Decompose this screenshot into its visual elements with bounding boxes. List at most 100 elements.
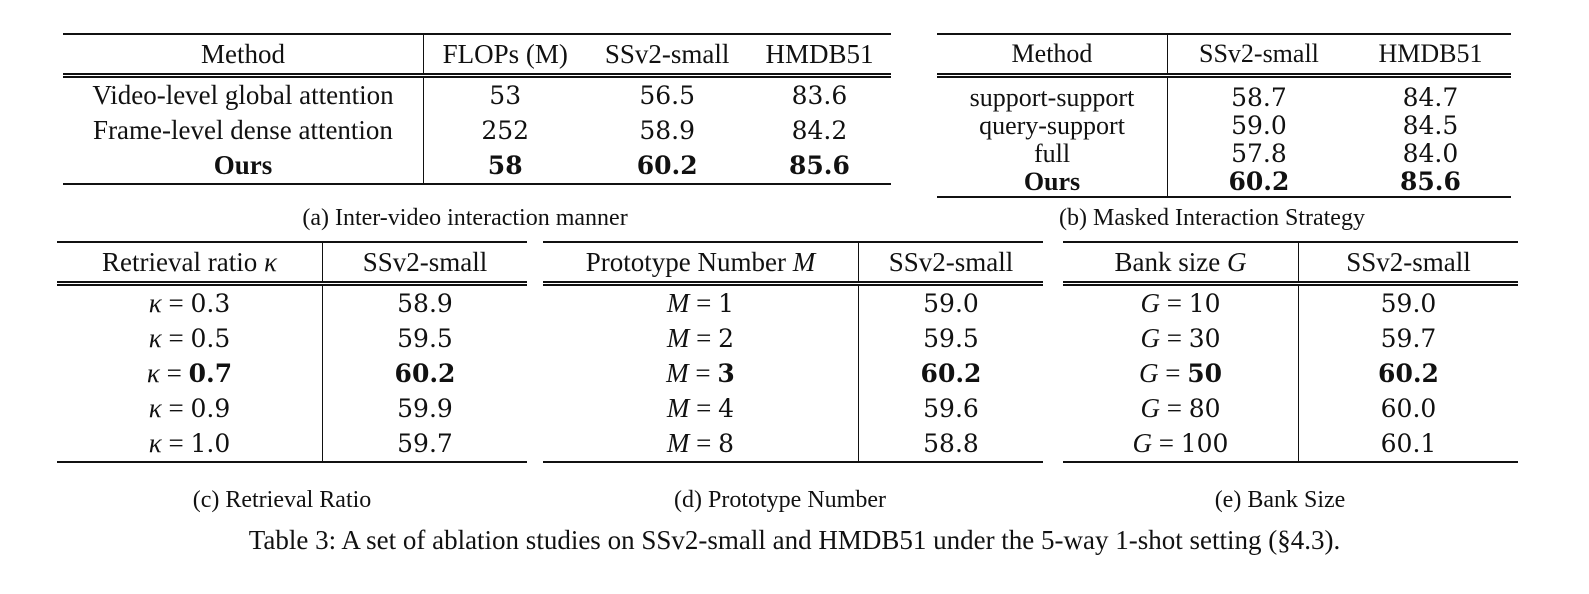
param-cell: G = 10 [1063, 283, 1299, 321]
param-symbol: M [666, 393, 690, 423]
table-row: G = 10 59.0 [1063, 283, 1518, 321]
param-value: 0.9 [190, 394, 231, 423]
table-header-row: Method FLOPs (M) SSv2-small HMDB51 [63, 33, 891, 78]
header-hmdb51: HMDB51 [747, 33, 891, 78]
value-cell: 59.6 [923, 394, 979, 423]
table-masked-interaction: Method SSv2-small HMDB51 support-support… [937, 33, 1511, 198]
value-cell: 58 [423, 148, 587, 185]
equals-sign: = [689, 428, 719, 458]
equals-sign: = [1159, 323, 1189, 353]
value-cell: 84.7 [1402, 83, 1459, 112]
method-cell: Frame-level dense attention [63, 113, 424, 148]
value-cell: 84.2 [791, 116, 848, 145]
param-cell: M = 2 [543, 321, 859, 356]
param-symbol: κ [148, 393, 162, 423]
equals-sign: = [689, 323, 719, 353]
header-ssv2: SSv2-small [858, 241, 1043, 286]
value-cell: 58.8 [858, 426, 1043, 463]
table-header-row: Method SSv2-small HMDB51 [937, 33, 1511, 78]
param-value: 8 [718, 429, 735, 458]
param-symbol: M [666, 323, 690, 353]
table-row: full 57.8 84.0 [937, 140, 1511, 168]
table-row: M = 8 58.8 [543, 426, 1043, 463]
param-value: 100 [1180, 429, 1229, 458]
param-value: 1.0 [190, 429, 231, 458]
value-cell: 58.7 [1231, 83, 1287, 112]
param-value: 10 [1188, 289, 1221, 318]
header-symbol: G [1226, 246, 1247, 277]
param-value: 4 [718, 394, 735, 423]
param-cell: M = 4 [543, 391, 859, 426]
header-param: Prototype Number M [543, 241, 859, 286]
method-cell: full [937, 140, 1168, 168]
value-cell: 60.2 [1167, 168, 1350, 198]
param-cell: M = 3 [543, 356, 859, 391]
header-method: Method [63, 33, 424, 78]
value-cell: 59.7 [1380, 324, 1437, 353]
param-value: 1 [718, 289, 735, 318]
param-value: 80 [1188, 394, 1221, 423]
header-ssv2: SSv2-small [586, 33, 748, 78]
table-retrieval-ratio: Retrieval ratio κ SSv2-small κ = 0.3 58.9… [57, 241, 527, 463]
caption-c: (c) Retrieval Ratio [192, 487, 372, 513]
header-symbol: κ [263, 246, 277, 277]
table-row: G = 30 59.7 [1063, 321, 1518, 356]
param-symbol: M [666, 358, 689, 388]
caption-b: (b) Masked Interaction Strategy [1059, 205, 1365, 231]
table-row: Frame-level dense attention 252 58.9 84.2 [63, 113, 891, 148]
equals-sign: = [161, 288, 191, 318]
equals-sign: = [1159, 288, 1189, 318]
caption-a: (a) Inter-video interaction manner [302, 205, 628, 231]
table-row: M = 2 59.5 [543, 321, 1043, 356]
table-prototype-number: Prototype Number M SSv2-small M = 1 59.0 M… [543, 241, 1043, 463]
equals-sign: = [1152, 428, 1181, 458]
table-row: M = 4 59.6 [543, 391, 1043, 426]
param-cell: κ = 0.5 [57, 321, 323, 356]
param-symbol: κ [148, 323, 162, 353]
main-caption: Table 3: A set of ablation studies on SS… [248, 525, 1341, 555]
param-cell: G = 100 [1063, 426, 1299, 463]
table-row: Video-level global attention 53 56.5 83.6 [63, 75, 891, 113]
table-header-row: Bank size G SSv2-small [1063, 241, 1518, 286]
param-symbol: G [1140, 393, 1160, 423]
header-label: Prototype Number [585, 246, 786, 277]
value-cell: 59.0 [1380, 289, 1437, 318]
value-cell: 58.9 [397, 289, 453, 318]
table-row: Ours 58 60.2 85.6 [63, 148, 891, 185]
table-row: κ = 0.3 58.9 [57, 283, 527, 321]
method-cell: Video-level global attention [63, 75, 424, 113]
param-symbol: M [666, 428, 690, 458]
table-row: M = 3 60.2 [543, 356, 1043, 391]
header-label: Bank size [1114, 246, 1221, 277]
equals-sign: = [159, 358, 189, 388]
value-cell: 60.0 [1380, 394, 1437, 423]
param-cell: κ = 0.7 [57, 356, 323, 391]
table-inter-video-interaction: Method FLOPs (M) SSv2-small HMDB51 Video… [63, 33, 891, 185]
value-cell: 83.6 [791, 81, 848, 110]
param-value: 0.3 [190, 289, 231, 318]
table-row: G = 100 60.1 [1063, 426, 1518, 463]
param-cell: κ = 1.0 [57, 426, 323, 463]
table-row: Ours 60.2 85.6 [937, 168, 1511, 198]
table-row: κ = 1.0 59.7 [57, 426, 527, 463]
value-cell: 53 [489, 81, 522, 110]
table-row: M = 1 59.0 [543, 283, 1043, 321]
value-cell: 60.1 [1298, 426, 1518, 463]
value-cell: 85.6 [747, 148, 891, 185]
value-cell: 252 [481, 116, 530, 145]
param-cell: G = 50 [1063, 356, 1299, 391]
value-cell: 59.7 [322, 426, 527, 463]
table-row: κ = 0.9 59.9 [57, 391, 527, 426]
header-symbol: M [792, 246, 816, 277]
value-cell: 60.2 [1378, 359, 1439, 388]
table-row: support-support 58.7 84.7 [937, 75, 1511, 112]
equals-sign: = [689, 288, 719, 318]
param-value: 0.7 [188, 359, 233, 388]
header-param: Retrieval ratio κ [57, 241, 323, 286]
value-cell: 59.5 [923, 324, 979, 353]
value-cell: 60.2 [394, 359, 456, 388]
equals-sign: = [161, 428, 191, 458]
table-row: κ = 0.7 60.2 [57, 356, 527, 391]
header-flops: FLOPs (M) [423, 33, 587, 78]
equals-sign: = [1159, 393, 1189, 423]
